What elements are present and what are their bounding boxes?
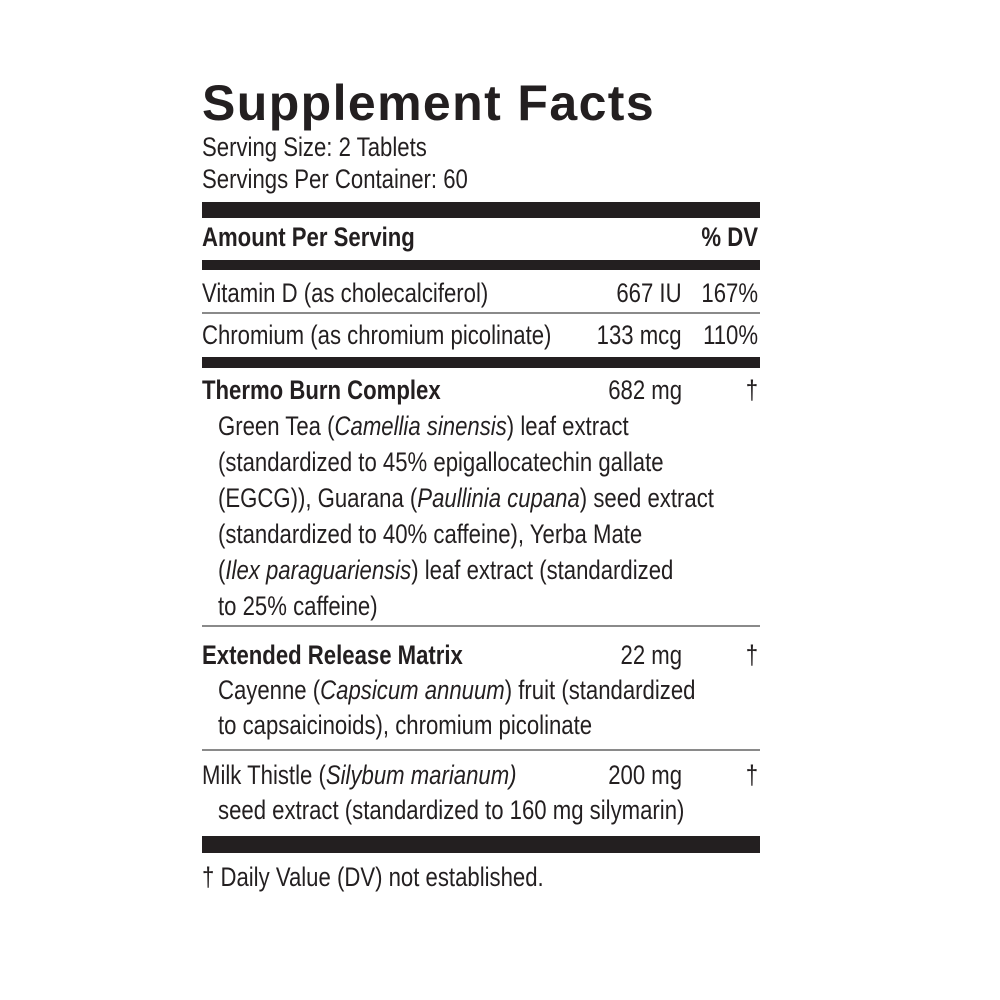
ingredient-description-line: (EGCG)), Guarana (Paullinia cupana) seed… — [218, 483, 714, 513]
blend-name-segment: Silybum marianum) — [325, 760, 517, 790]
thick-divider — [202, 836, 760, 853]
ingredient-description-line: (standardized to 45% epigallocatechin ga… — [218, 447, 664, 477]
blend-amount: 22 mg — [620, 640, 682, 670]
description-text: Green Tea ( — [218, 411, 335, 441]
nutrient-dv: 110% — [703, 320, 758, 350]
ingredient-description-line: seed extract (standardized to 160 mg sil… — [218, 795, 684, 825]
nutrient-dv: 167% — [701, 278, 758, 308]
botanical-name: Camellia sinensis — [334, 411, 507, 441]
ingredient-description-line: Cayenne (Capsicum annuum) fruit (standar… — [218, 675, 695, 705]
footnote: † Daily Value (DV) not established. — [202, 862, 544, 892]
thick-divider — [202, 202, 760, 218]
description-text: ( — [218, 555, 226, 585]
blend-name: Thermo Burn Complex — [202, 375, 441, 405]
thin-divider — [202, 312, 760, 314]
dv-header: % DV — [701, 222, 758, 252]
thin-divider — [202, 749, 760, 751]
dagger-icon: † — [745, 375, 758, 405]
description-text: Cayenne ( — [218, 675, 321, 705]
botanical-name: Ilex paraguariensis — [225, 555, 412, 585]
blend-name-segment: Milk Thistle ( — [202, 760, 326, 790]
botanical-name: Paullinia cupana — [417, 483, 580, 513]
thick-divider — [202, 357, 760, 368]
description-text: ) leaf extract (standardized — [411, 555, 674, 585]
label-title: Supplement Facts — [202, 75, 656, 131]
blend-name: Milk Thistle (Silybum marianum) — [202, 760, 517, 790]
thin-divider — [202, 625, 760, 627]
ingredient-description-line: Green Tea (Camellia sinensis) leaf extra… — [218, 411, 629, 441]
nutrient-name: Chromium (as chromium picolinate) — [202, 320, 552, 350]
description-text: (EGCG)), Guarana ( — [218, 483, 418, 513]
description-text: ) fruit (standardized — [504, 675, 696, 705]
description-text: seed extract (standardized to 160 mg sil… — [218, 795, 685, 825]
description-text: to capsaicinoids), chromium picolinate — [218, 710, 593, 740]
description-text: (standardized to 40% caffeine), Yerba Ma… — [218, 519, 643, 549]
thick-divider — [202, 260, 760, 270]
description-text: ) seed extract — [579, 483, 714, 513]
servings-per-container: Servings Per Container: 60 — [202, 164, 468, 194]
amount-per-serving-header: Amount Per Serving — [202, 222, 415, 252]
botanical-name: Capsicum annuum — [320, 675, 505, 705]
nutrient-amount: 667 IU — [616, 278, 682, 308]
blend-amount: 200 mg — [608, 760, 682, 790]
dagger-icon: † — [745, 640, 758, 670]
ingredient-description-line: (standardized to 40% caffeine), Yerba Ma… — [218, 519, 642, 549]
dagger-icon: † — [745, 760, 758, 790]
nutrient-amount: 133 mcg — [597, 320, 682, 350]
blend-amount: 682 mg — [608, 375, 682, 405]
ingredient-description-line: (Ilex paraguariensis) leaf extract (stan… — [218, 555, 673, 585]
description-text: to 25% caffeine) — [218, 591, 378, 621]
ingredient-description-line: to capsaicinoids), chromium picolinate — [218, 710, 592, 740]
ingredient-description-line: to 25% caffeine) — [218, 591, 378, 621]
blend-name-segment: Thermo Burn Complex — [202, 375, 441, 405]
description-text: ) leaf extract — [506, 411, 629, 441]
serving-size: Serving Size: 2 Tablets — [202, 132, 427, 162]
nutrient-name: Vitamin D (as cholecalciferol) — [202, 278, 489, 308]
description-text: (standardized to 45% epigallocatechin ga… — [218, 447, 664, 477]
blend-name: Extended Release Matrix — [202, 640, 463, 670]
blend-name-segment: Extended Release Matrix — [202, 640, 463, 670]
